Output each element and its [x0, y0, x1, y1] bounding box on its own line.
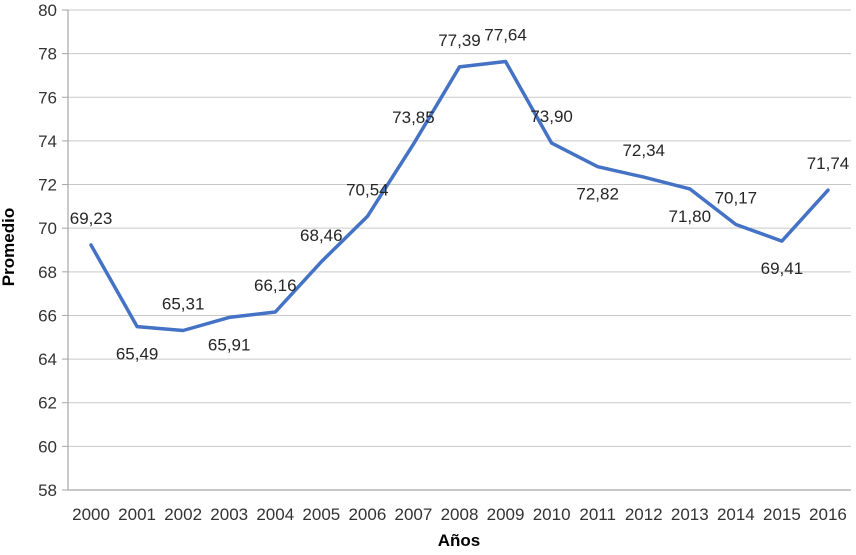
data-point-label: 72,82	[576, 185, 619, 204]
x-axis-title: Años	[438, 531, 481, 550]
data-point-label: 65,91	[208, 335, 251, 354]
x-tick-label: 2007	[395, 505, 433, 524]
data-point-labels: 69,23 65,49 65,31 65,91 66,16 68,46 70,54 73,85…	[70, 25, 849, 363]
y-tick-label: 64	[38, 350, 57, 369]
data-point-label: 70,17	[715, 188, 758, 207]
data-point-label: 73,90	[530, 107, 573, 126]
y-tick-label: 70	[38, 219, 57, 238]
y-tick-label: 68	[38, 263, 57, 282]
x-tick-label: 2005	[302, 505, 340, 524]
x-tick-label: 2015	[763, 505, 801, 524]
x-tick-label: 2008	[441, 505, 479, 524]
x-tick-label: 2010	[533, 505, 571, 524]
y-axis-tick-labels: 58 60 62 64 66 68 70 72 74 76 78 80	[38, 1, 57, 500]
x-tick-label: 2012	[625, 505, 663, 524]
data-point-label: 71,80	[669, 207, 712, 226]
x-tick-label: 2013	[671, 505, 709, 524]
x-tick-label: 2001	[118, 505, 156, 524]
data-point-label: 71,74	[807, 154, 850, 173]
y-tick-label: 80	[38, 1, 57, 20]
data-point-label: 65,31	[162, 295, 205, 314]
gridlines	[68, 9, 851, 447]
data-point-label: 77,39	[438, 31, 481, 50]
y-tick-label: 72	[38, 176, 57, 195]
data-point-label: 68,46	[300, 226, 343, 245]
y-axis-ticks	[62, 9, 68, 491]
x-tick-label: 2009	[487, 505, 525, 524]
data-point-label: 77,64	[484, 25, 527, 44]
x-tick-label: 2003	[210, 505, 248, 524]
axes	[67, 10, 851, 491]
y-tick-label: 62	[38, 394, 57, 413]
x-tick-label: 2016	[809, 505, 847, 524]
data-point-label: 73,85	[392, 108, 435, 127]
y-tick-label: 76	[38, 88, 57, 107]
x-tick-label: 2002	[164, 505, 202, 524]
chart-line	[89, 59, 830, 333]
y-tick-label: 58	[38, 481, 57, 500]
data-point-label: 66,16	[254, 276, 297, 295]
x-tick-label: 2000	[72, 505, 110, 524]
x-tick-label: 2006	[348, 505, 386, 524]
y-tick-label: 66	[38, 306, 57, 325]
y-tick-label: 74	[38, 132, 57, 151]
x-tick-label: 2004	[256, 505, 294, 524]
data-point-label: 72,34	[622, 141, 665, 160]
data-point-label: 70,54	[346, 180, 389, 199]
x-tick-label: 2014	[717, 505, 755, 524]
chart-line-series	[89, 59, 830, 333]
y-tick-label: 60	[38, 437, 57, 456]
x-axis-tick-labels: 2000 2001 2002 2003 2004 2005 2006 2007 2008 2009…	[72, 505, 847, 524]
data-point-label: 69,23	[70, 209, 113, 228]
y-axis-title: Promedio	[0, 208, 18, 286]
x-tick-label: 2011	[579, 505, 616, 524]
data-point-label: 69,41	[761, 259, 804, 278]
data-point-label: 65,49	[116, 345, 159, 364]
y-tick-label: 78	[38, 45, 57, 64]
